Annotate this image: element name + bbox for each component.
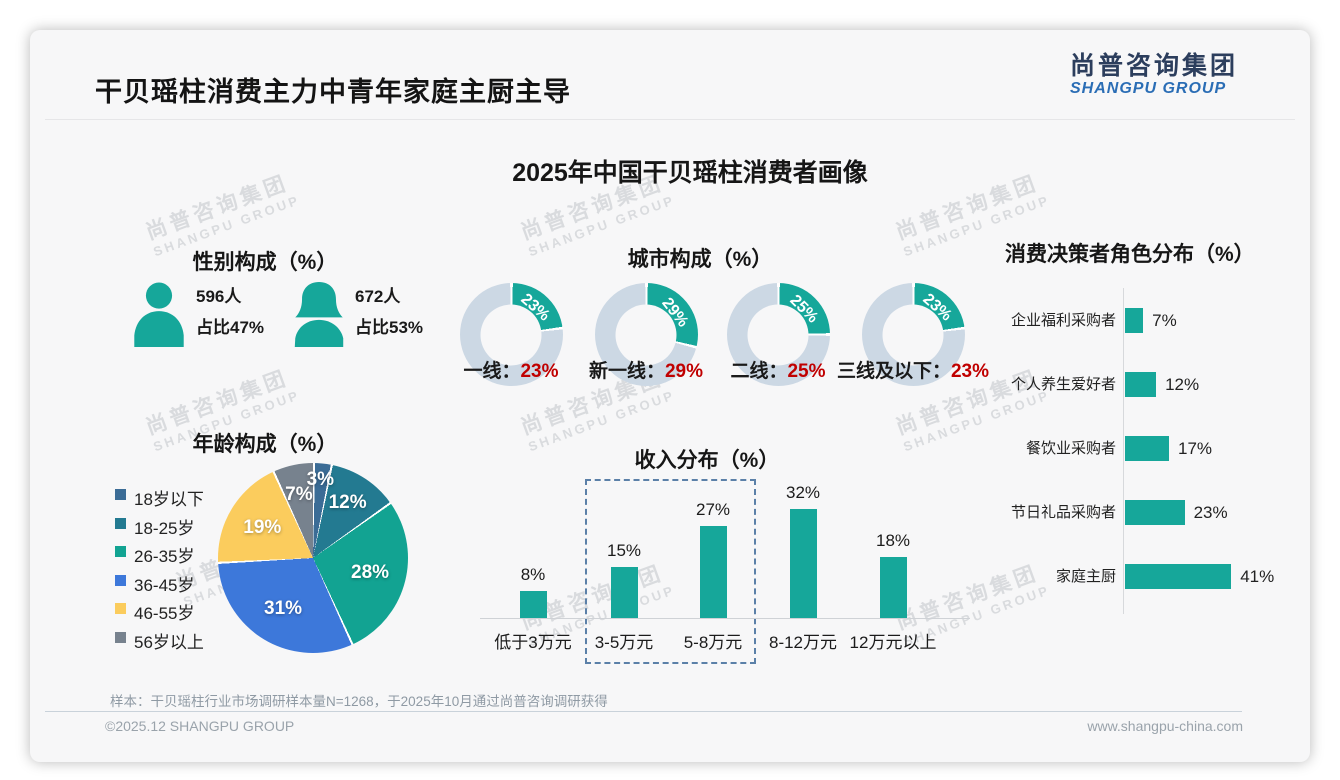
female-count: 672人 (355, 287, 401, 306)
city-section-title: 城市构成（%） (627, 248, 773, 271)
income-bar-value: 15% (606, 541, 642, 560)
age-legend-label: 36-45岁 (134, 575, 195, 595)
income-bar (879, 556, 907, 618)
header-divider (45, 119, 1295, 120)
age-legend-swatch (115, 517, 126, 529)
decision-bar (1125, 372, 1157, 397)
income-category-label: 8-12万元 (768, 633, 838, 652)
age-legend-swatch (115, 574, 126, 586)
page-title: 干贝瑶柱消费主力中青年家庭主厨主导 (95, 77, 571, 107)
age-legend-swatch (115, 489, 126, 500)
income-bar-value: 32% (785, 483, 821, 503)
age-legend-label: 18岁以下 (134, 490, 204, 509)
male-count: 596人 (196, 287, 242, 306)
decision-bar-value: 41% (1240, 567, 1275, 586)
city-caption: 二线：25% (678, 356, 878, 383)
age-legend-swatch (115, 603, 126, 614)
donut-hole (882, 304, 944, 365)
donut-hole (480, 304, 542, 365)
decision-row-label: 企业福利采购者 (1010, 312, 1116, 329)
footer-divider (45, 711, 1242, 712)
logo-text-cn: 尚普咨询集团 (1069, 52, 1238, 80)
main-chart-title: 2025年中国干贝瑶柱消费者画像 (512, 159, 868, 187)
city-caption-label: 三线及以下： (836, 361, 951, 382)
income-category-label: 3-5万元 (594, 633, 654, 652)
city-caption: 新一线：29% (546, 356, 746, 383)
pie-slice-label: 7% (285, 483, 313, 505)
city-donut: 25% (726, 283, 830, 386)
decision-row-label: 家庭主厨 (1055, 568, 1116, 585)
income-bar (699, 526, 727, 618)
pie-slice-label: 19% (243, 517, 282, 539)
income-bar (519, 590, 547, 618)
donut-hole (747, 304, 809, 365)
income-bar-value: 18% (875, 530, 911, 550)
age-legend-label: 46-55岁 (134, 604, 195, 623)
watermark-cn: 尚普咨询集团 (143, 171, 292, 245)
pie-slice-label: 12% (328, 492, 367, 514)
decision-bar-value: 7% (1152, 311, 1177, 330)
age-legend-label: 26-35岁 (134, 547, 195, 566)
decision-section-title: 消费决策者角色分布（%） (1005, 243, 1255, 266)
city-caption-label: 二线： (730, 361, 788, 382)
pie-slice-label: 28% (351, 561, 390, 583)
income-category-label: 12万元以上 (849, 633, 937, 652)
city-caption-value: 29% (664, 361, 704, 382)
male-share: 占比47% (196, 318, 265, 337)
logo-text-en: SHANGPU GROUP (1069, 80, 1227, 97)
age-legend-label: 18-25岁 (134, 518, 195, 538)
decision-bar (1125, 500, 1185, 525)
copyright-text: ©2025.12 SHANGPU GROUP (105, 718, 295, 734)
income-axis-line (480, 618, 970, 619)
city-caption: 一线：23% (411, 356, 611, 383)
female-icon (294, 282, 344, 347)
income-section-title: 收入分布（%） (634, 449, 780, 472)
pie-slice-label: 31% (264, 597, 303, 619)
city-donut: 23% (459, 283, 563, 386)
pie-slice-label: 3% (306, 469, 335, 491)
age-section-title: 年龄构成（%） (192, 433, 338, 456)
decision-row-label: 个人养生爱好者 (1010, 376, 1116, 393)
city-caption-value: 25% (787, 361, 826, 382)
income-category-label: 低于3万元 (494, 633, 572, 652)
company-logo: 尚普咨询集团 SHANGPU GROUP (1070, 52, 1238, 98)
income-bar (789, 509, 817, 618)
decision-row-label: 节日礼品采购者 (1010, 504, 1116, 521)
decision-bar-value: 23% (1193, 503, 1228, 522)
decision-bar (1125, 436, 1170, 461)
city-donut: 23% (861, 283, 965, 386)
city-caption: 三线及以下：23% (813, 356, 1013, 383)
income-bar (610, 567, 638, 618)
city-caption-label: 一线： (463, 361, 521, 382)
donut-hole (615, 304, 677, 365)
income-category-label: 5-8万元 (683, 633, 743, 652)
decision-bar (1125, 308, 1144, 333)
website-text: www.shangpu-china.com (1087, 718, 1243, 734)
slide-card: 干贝瑶柱消费主力中青年家庭主厨主导 尚普咨询集团 SHANGPU GROUP 尚… (30, 30, 1310, 762)
city-caption-label: 新一线： (588, 361, 665, 382)
income-bar-value: 8% (520, 564, 546, 584)
age-legend-swatch (115, 546, 126, 557)
age-legend-swatch (115, 631, 126, 643)
decision-bar (1125, 564, 1232, 589)
income-highlight-dashed-box (585, 479, 756, 664)
decision-axis-line (1123, 288, 1124, 614)
sample-note: 样本：干贝瑶柱行业市场调研样本量N=1268，于2025年10月通过尚普咨询调研… (110, 694, 608, 709)
male-icon (134, 282, 184, 347)
city-donut: 29% (594, 283, 698, 386)
female-share: 占比53% (355, 318, 424, 337)
decision-bar-value: 12% (1165, 375, 1200, 394)
income-bar-value: 27% (695, 500, 731, 520)
city-caption-value: 23% (520, 361, 559, 382)
decision-row-label: 餐饮业采购者 (1025, 440, 1116, 457)
age-pie-chart: 3% 12% 28% 31% 19% 7% (218, 463, 408, 653)
gender-section-title: 性别构成（%） (192, 251, 338, 274)
age-legend-label: 56岁以上 (134, 632, 204, 652)
city-caption-value: 23% (950, 361, 990, 382)
decision-bar-value: 17% (1178, 439, 1213, 458)
